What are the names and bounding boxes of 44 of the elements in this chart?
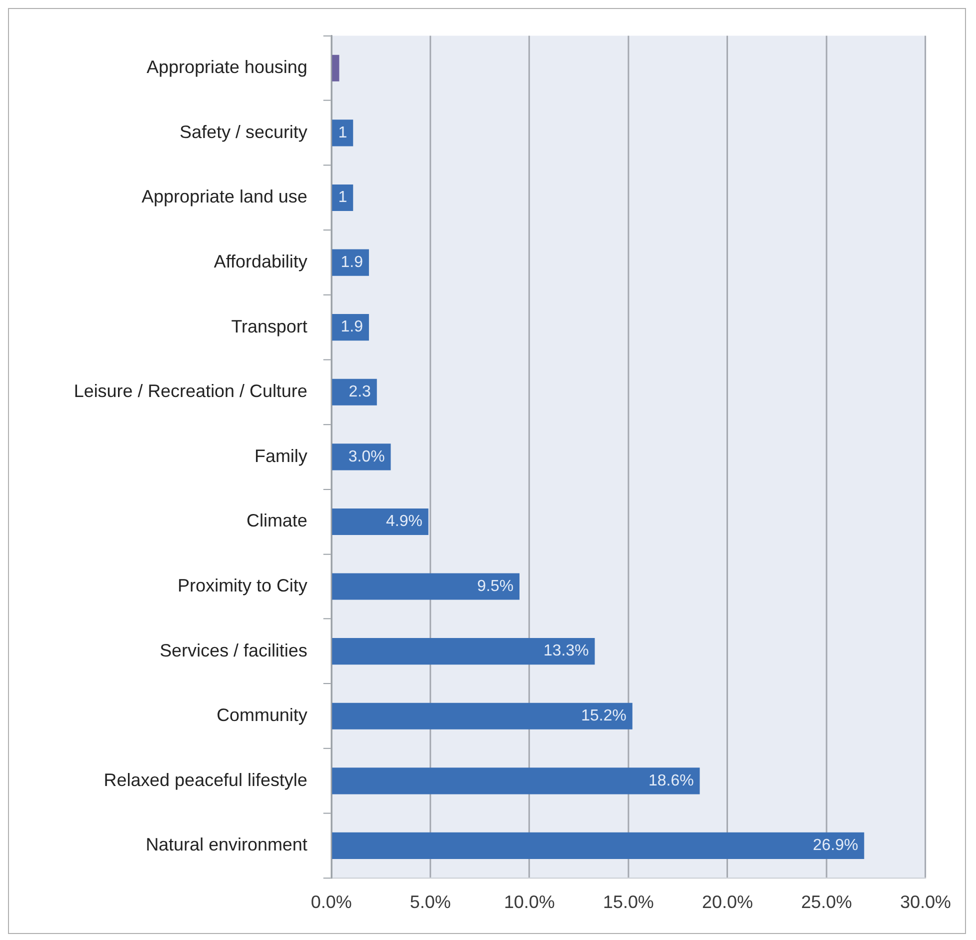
bar [332,768,700,794]
bar [332,573,520,600]
data-label: 1 [338,124,348,142]
bar [332,832,864,860]
y-tick-label: Proximity to City [178,575,308,596]
bar [332,508,428,536]
bar [332,638,595,665]
bar [332,702,632,730]
y-tick-label: Appropriate land use [142,186,308,207]
bar [332,314,369,341]
data-label: 4.9% [386,513,422,530]
data-label: 26.9% [812,837,858,854]
y-tick-label: Services / facilities [160,640,308,660]
y-tick-label: Affordability [214,251,308,272]
bar [332,120,354,146]
bar [332,184,354,212]
data-label: 15.2% [581,708,626,725]
x-tick-label: 10.0% [504,892,555,912]
x-tick-label: 5.0% [410,892,451,912]
y-tick-label: Natural environment [146,834,308,855]
y-tick-label: Leisure / Recreation / Culture [74,381,308,402]
y-tick-label: Relaxed peaceful lifestyle [104,770,308,790]
data-label: 1.9 [340,254,364,271]
y-tick-label: Climate [246,510,308,531]
y-tick-label: Transport [231,316,308,336]
data-label: 1 [338,189,348,206]
x-tick-label: 20.0% [702,892,753,912]
data-label: 3.0% [348,448,385,466]
bar [332,54,340,82]
x-tick-label: 15.0% [602,892,654,912]
y-tick-label: Appropriate housing [146,57,308,78]
bar [332,249,369,276]
data-label: 9.5% [477,578,514,595]
x-tick-label: 30.0% [900,892,952,912]
x-tick-label: 0.0% [310,892,352,912]
x-tick-label: 25.0% [801,892,852,912]
y-tick-label: Safety / security [180,122,308,142]
data-label: 18.6% [648,772,694,790]
data-label: 1.9 [340,318,364,336]
y-tick-label: Community [216,705,308,726]
data-label: 2.3 [348,384,372,401]
data-label: 13.3% [544,642,589,660]
y-tick-label: Family [254,446,308,466]
bar [332,378,377,406]
